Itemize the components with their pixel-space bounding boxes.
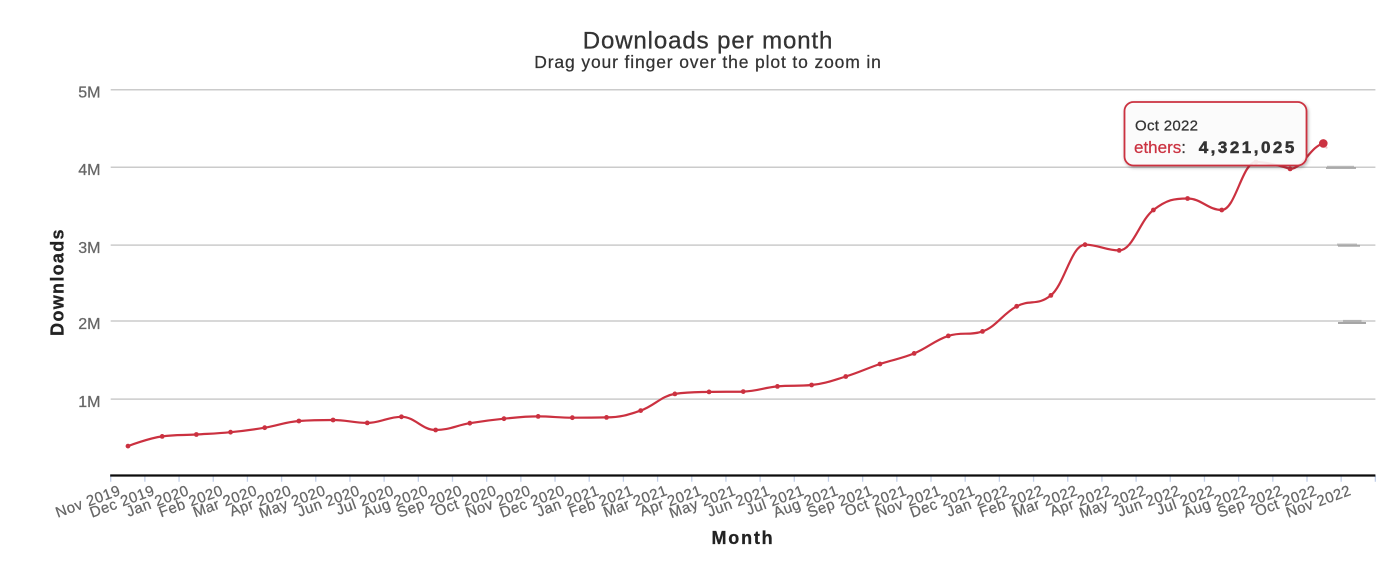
svg-text:Oct 2022: Oct 2022 bbox=[1135, 118, 1198, 135]
svg-text:Downloads per month: Downloads per month bbox=[583, 28, 834, 55]
svg-text:Month: Month bbox=[712, 528, 775, 548]
svg-text:2M: 2M bbox=[78, 316, 100, 333]
svg-text:Downloads: Downloads bbox=[48, 228, 68, 336]
svg-text:Drag your finger over the plot: Drag your finger over the plot to zoom i… bbox=[534, 52, 882, 72]
svg-text:3M: 3M bbox=[78, 240, 100, 257]
svg-text:1M: 1M bbox=[78, 394, 100, 411]
svg-text:5M: 5M bbox=[78, 85, 100, 102]
svg-text:4M: 4M bbox=[78, 162, 100, 179]
svg-text:ethers: 4,321,025: ethers: 4,321,025 bbox=[1134, 138, 1297, 157]
